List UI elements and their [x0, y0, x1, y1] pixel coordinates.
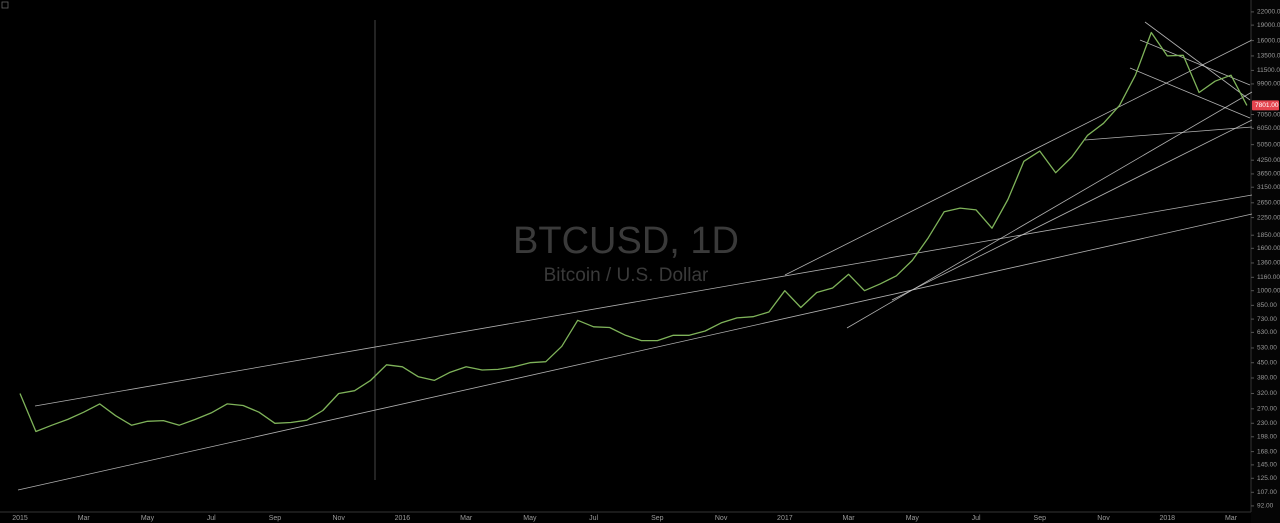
y-tick-label: 13500.00	[1257, 53, 1280, 60]
x-tick-label: Nov	[332, 515, 345, 522]
watermark-description: Bitcoin / U.S. Dollar	[544, 265, 709, 286]
y-tick-label: 1160.00	[1257, 274, 1280, 281]
y-tick-label: 2650.00	[1257, 200, 1280, 207]
trendline	[1084, 126, 1253, 141]
y-tick-label: 2250.00	[1257, 214, 1280, 221]
y-tick-label: 92.00	[1257, 503, 1274, 510]
last-price-box	[1252, 100, 1279, 111]
x-tick-label: Mar	[78, 515, 91, 522]
x-tick-label: Mar	[1225, 515, 1238, 522]
corner-icon[interactable]	[1, 1, 9, 9]
x-tick-label: May	[523, 515, 537, 522]
trendline	[784, 39, 1253, 276]
x-tick-label: May	[906, 515, 920, 522]
y-tick-label: 145.00	[1257, 462, 1277, 469]
x-tick-label: Nov	[1097, 515, 1110, 522]
price-axis-panel	[1251, 0, 1280, 523]
watermark-symbol: BTCUSD, 1D	[513, 220, 739, 262]
trendline	[1144, 21, 1251, 101]
y-tick-label: 125.00	[1257, 475, 1277, 482]
x-tick-label: Sep	[651, 515, 664, 522]
y-tick-label: 3650.00	[1257, 171, 1280, 178]
y-tick-label: 270.00	[1257, 406, 1277, 413]
x-tick-label: Jul	[589, 515, 598, 522]
y-tick-label: 1850.00	[1257, 232, 1280, 239]
y-tick-label: 22000.00	[1257, 9, 1280, 16]
y-tick-label: 5050.00	[1257, 141, 1280, 148]
y-tick-label: 530.00	[1257, 345, 1277, 352]
x-tick-label: 2017	[777, 515, 793, 522]
y-tick-label: 380.00	[1257, 375, 1277, 382]
x-tick-label: Jul	[207, 515, 216, 522]
x-tick-label: Nov	[715, 515, 728, 522]
trendline	[891, 119, 1253, 301]
y-tick-label: 4250.00	[1257, 157, 1280, 164]
y-tick-label: 1600.00	[1257, 245, 1280, 252]
x-tick-label: May	[141, 515, 155, 522]
y-tick-label: 6050.00	[1257, 125, 1280, 132]
y-tick-label: 7050.00	[1257, 111, 1280, 118]
y-tick-label: 11500.00	[1257, 67, 1280, 74]
y-tick-label: 630.00	[1257, 329, 1277, 336]
y-tick-label: 168.00	[1257, 448, 1277, 455]
last-price-label: 7801.00	[1255, 102, 1279, 109]
y-tick-label: 19000.00	[1257, 22, 1280, 29]
x-tick-label: Jul	[972, 515, 981, 522]
y-tick-label: 230.00	[1257, 420, 1277, 427]
y-tick-label: 730.00	[1257, 316, 1277, 323]
trendlines	[17, 20, 1253, 491]
x-tick-label: Sep	[269, 515, 282, 522]
y-tick-label: 198.00	[1257, 433, 1277, 440]
trendline	[1129, 67, 1251, 119]
x-tick-label: 2016	[395, 515, 411, 522]
y-tick-label: 3150.00	[1257, 184, 1280, 191]
trendline	[17, 213, 1253, 491]
y-tick-label: 9900.00	[1257, 81, 1280, 88]
y-tick-label: 1000.00	[1257, 287, 1280, 294]
trendline	[34, 194, 1253, 407]
x-tick-label: Mar	[843, 515, 856, 522]
y-tick-label: 450.00	[1257, 359, 1277, 366]
x-tick-label: 2015	[12, 515, 28, 522]
x-tick-label: 2018	[1159, 515, 1175, 522]
x-tick-label: Mar	[460, 515, 473, 522]
y-tick-label: 16000.00	[1257, 37, 1280, 44]
y-tick-label: 850.00	[1257, 302, 1277, 309]
y-tick-label: 107.00	[1257, 489, 1277, 496]
price-line	[19, 31, 1248, 433]
y-tick-label: 1360.00	[1257, 260, 1280, 267]
x-tick-label: Sep	[1034, 515, 1047, 522]
y-tick-label: 320.00	[1257, 390, 1277, 397]
